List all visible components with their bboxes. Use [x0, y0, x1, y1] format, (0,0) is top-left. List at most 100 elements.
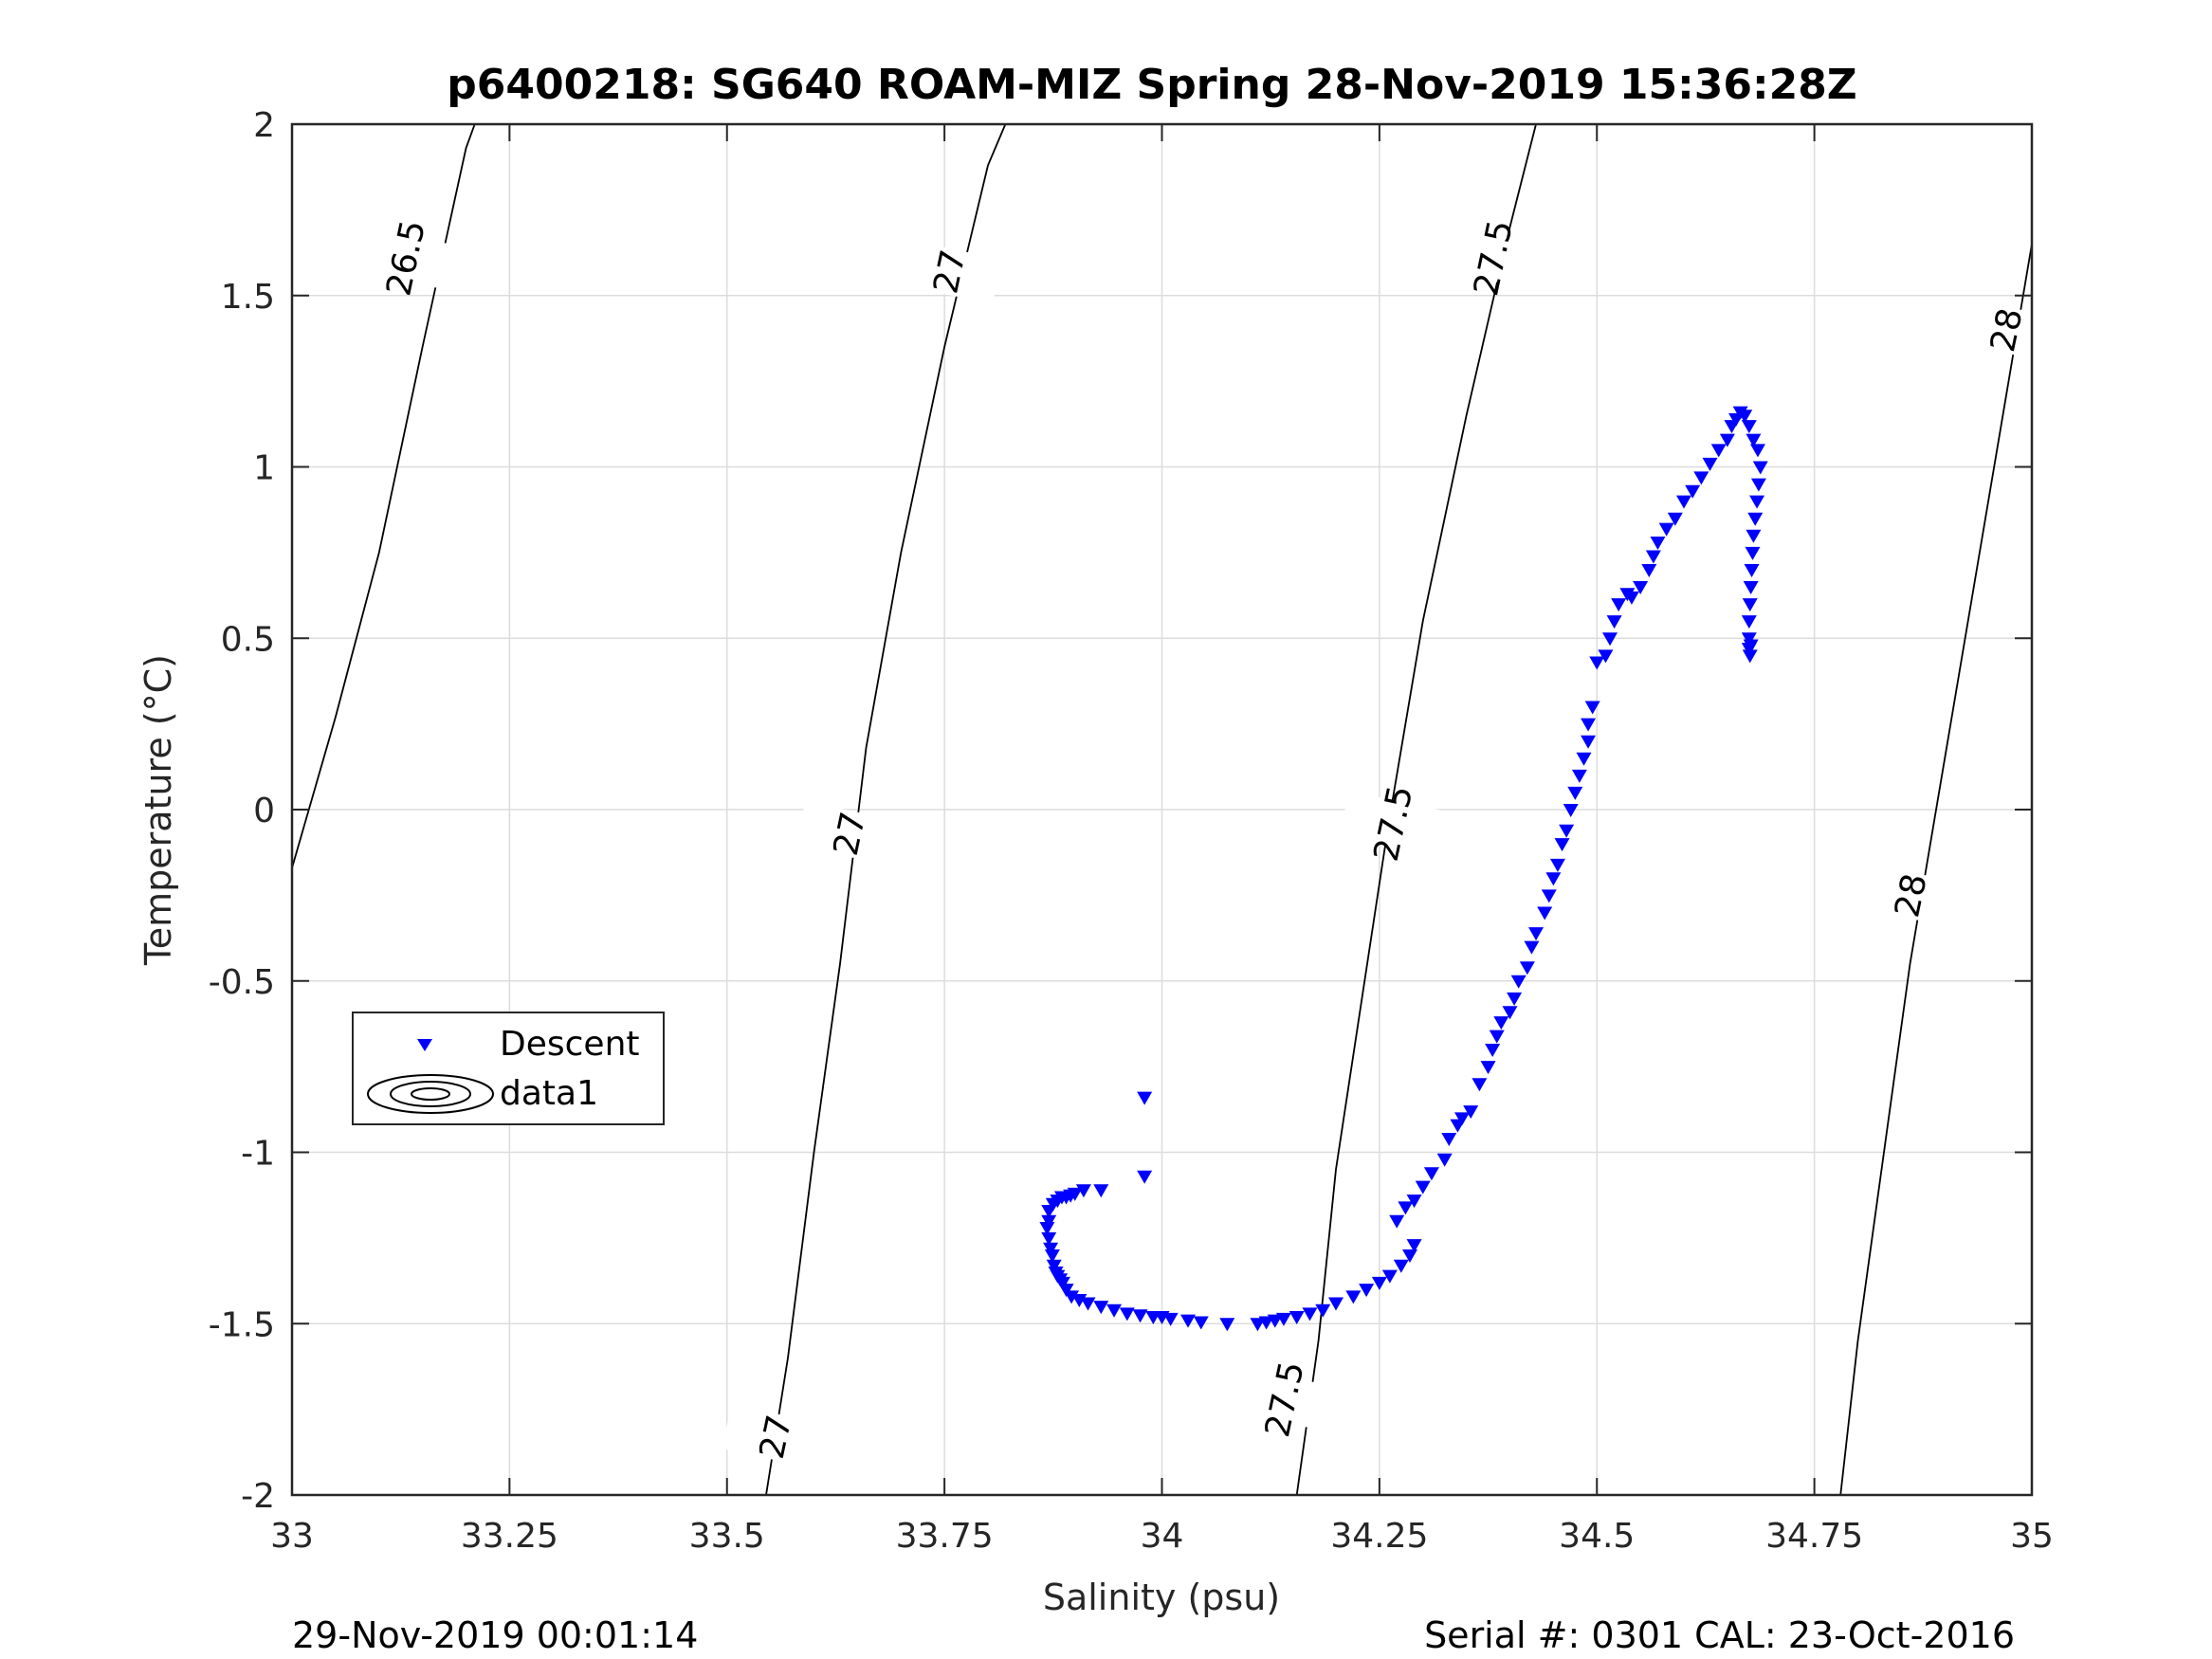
- data-point: [1080, 1297, 1096, 1311]
- data-point: [1554, 838, 1570, 852]
- contour-label-bg: [1231, 1366, 1337, 1432]
- data-point: [1193, 1316, 1209, 1330]
- contour-label-bg: [352, 225, 459, 291]
- x-tick-label: 33.5: [689, 1517, 765, 1556]
- x-tick-label: 34.5: [1559, 1517, 1635, 1556]
- y-tick-label: 1: [253, 449, 275, 488]
- data-point: [1581, 718, 1597, 732]
- contour-line: [291, 123, 476, 868]
- contour-label-bg: [722, 1404, 829, 1469]
- data-point: [1743, 581, 1759, 595]
- data-point: [1746, 433, 1762, 447]
- data-point: [1571, 769, 1587, 783]
- data-point: [1746, 529, 1762, 543]
- y-tick-label: 1.5: [221, 278, 275, 317]
- data-point: [1519, 961, 1535, 975]
- data-point: [1676, 495, 1691, 509]
- data-point: [1302, 1307, 1318, 1322]
- legend-label-data1: data1: [500, 1074, 598, 1113]
- legend-descent-marker: [417, 1039, 432, 1051]
- data-point: [1750, 478, 1766, 492]
- data-point: [1489, 1030, 1505, 1044]
- data-point: [1623, 591, 1639, 605]
- contour-label-bg: [795, 801, 903, 866]
- contour-line: [765, 123, 1007, 1496]
- data-point: [1093, 1184, 1109, 1198]
- data-point: [1075, 1184, 1091, 1198]
- y-tick-label: -2: [241, 1477, 275, 1516]
- data-point: [1741, 632, 1757, 647]
- y-axis-label: Temperature (°C): [137, 654, 179, 966]
- footer-serial-cal: Serial #: 0301 CAL: 23-Oct-2016: [1424, 1614, 2015, 1656]
- data-point: [1645, 550, 1661, 564]
- data-point: [1658, 522, 1674, 537]
- data-point: [1180, 1314, 1197, 1328]
- data-point: [1493, 1016, 1509, 1030]
- data-point: [1275, 1312, 1291, 1326]
- x-axis-label: Salinity (psu): [1043, 1577, 1280, 1618]
- data-point: [1742, 649, 1758, 664]
- data-point: [1650, 537, 1666, 551]
- data-point: [1423, 1167, 1439, 1181]
- y-tick-label: 0.5: [221, 620, 275, 659]
- data-point: [1747, 512, 1764, 526]
- data-point: [1454, 1112, 1471, 1126]
- descent-points: [1039, 406, 1768, 1332]
- x-tick-label: 33: [270, 1517, 314, 1556]
- data-point: [1137, 1091, 1153, 1105]
- footer-timestamp: 29-Nov-2019 00:01:14: [292, 1614, 698, 1656]
- data-point: [1559, 824, 1575, 838]
- legend: Descent data1: [352, 1012, 665, 1125]
- data-point: [1041, 1204, 1057, 1218]
- data-point: [1371, 1276, 1387, 1290]
- data-point: [1480, 1061, 1496, 1075]
- data-point: [1289, 1311, 1305, 1325]
- data-point: [1741, 615, 1757, 629]
- data-point: [1611, 598, 1627, 612]
- data-point: [1071, 1293, 1088, 1307]
- data-point: [1742, 598, 1758, 612]
- data-point: [1549, 858, 1565, 872]
- x-tick-label: 33.75: [896, 1517, 994, 1556]
- data-point: [1581, 735, 1597, 749]
- contour-label: 27: [753, 1412, 800, 1462]
- data-point: [1389, 1214, 1405, 1229]
- data-point: [1472, 1078, 1488, 1092]
- data-point: [1510, 975, 1526, 989]
- x-tick-label: 34.75: [1765, 1517, 1863, 1556]
- y-tick-label: -1.5: [209, 1305, 275, 1344]
- data-point: [1436, 1153, 1453, 1167]
- data-point: [1693, 471, 1709, 485]
- data-point: [1345, 1290, 1362, 1304]
- data-point: [1633, 581, 1649, 595]
- contour-label-bg: [895, 239, 1002, 304]
- data-point: [1602, 632, 1618, 647]
- data-point: [1398, 1201, 1414, 1215]
- data-point: [1250, 1318, 1266, 1332]
- data-point: [1641, 563, 1657, 577]
- data-point: [1667, 512, 1683, 526]
- data-point: [1054, 1276, 1070, 1290]
- data-point: [1744, 563, 1760, 577]
- data-point: [1064, 1290, 1080, 1304]
- data-point: [1137, 1170, 1153, 1184]
- legend-contour-marker: [367, 1074, 494, 1114]
- data-point: [1046, 1259, 1062, 1273]
- data-point: [1106, 1304, 1123, 1318]
- data-point: [1401, 1249, 1417, 1263]
- data-point: [1685, 484, 1701, 499]
- data-point: [1119, 1307, 1135, 1322]
- chart-title: p6400218: SG640 ROAM-MIZ Spring 28-Nov-2…: [447, 61, 1856, 109]
- data-point: [1328, 1297, 1344, 1311]
- data-point: [1406, 1239, 1422, 1253]
- data-point: [1162, 1312, 1179, 1326]
- data-point: [1589, 656, 1605, 670]
- data-point: [1545, 872, 1562, 886]
- data-point: [1406, 1194, 1422, 1209]
- y-tick-label: -1: [241, 1135, 275, 1174]
- data-point: [1093, 1301, 1109, 1315]
- data-point: [1576, 752, 1592, 766]
- data-point: [1745, 546, 1761, 560]
- data-point: [1485, 1044, 1501, 1058]
